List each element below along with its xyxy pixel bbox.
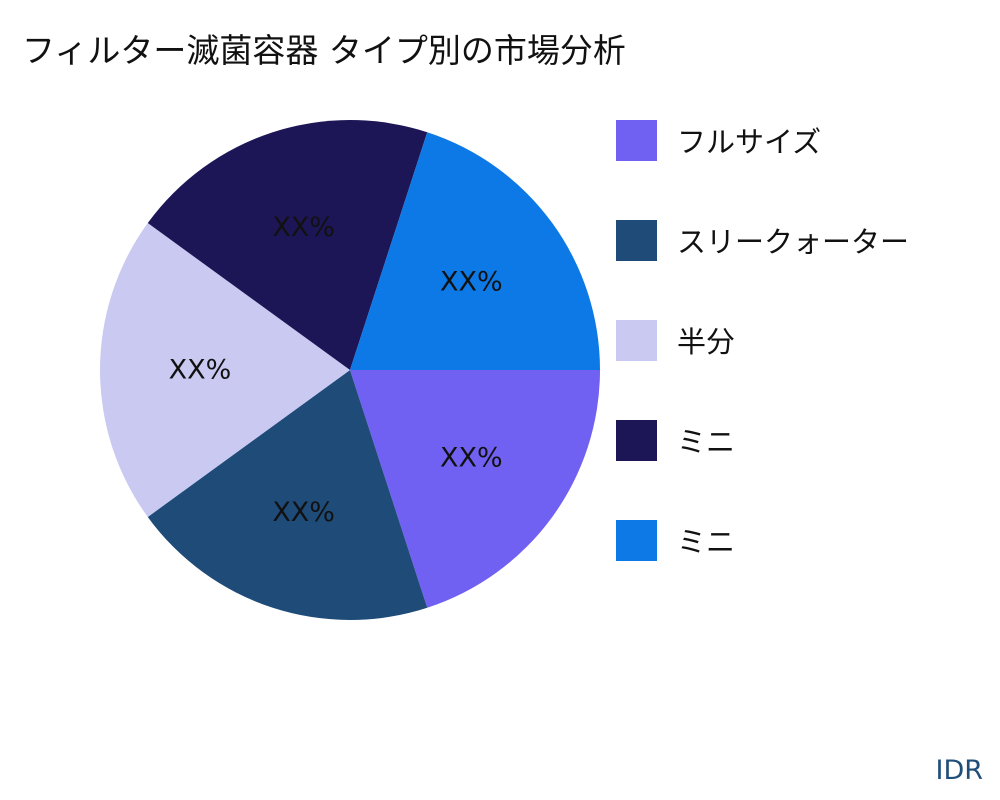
legend-item-4: ミニ [616, 419, 909, 461]
pie-slice-label-3: XX% [169, 355, 232, 386]
legend-label: フルサイズ [677, 125, 822, 159]
legend-swatch [616, 519, 657, 561]
legend-label: スリークォーター [677, 225, 910, 259]
pie-slice-2 [147, 370, 428, 620]
legend-swatch [616, 419, 657, 461]
pie-slice-label-5: XX% [440, 266, 503, 297]
pie-chart: XX% XX% XX% XX% XX% [100, 120, 600, 620]
legend-label: ミニ [677, 425, 736, 459]
legend-swatch [616, 219, 657, 261]
legend-item-1: フルサイズ [616, 119, 909, 161]
pie-slice-label-1: XX% [440, 443, 503, 474]
legend-swatch [616, 319, 657, 361]
legend-swatch [616, 119, 657, 161]
legend-item-2: スリークォーター [616, 219, 910, 261]
pie-slice-label-2: XX% [272, 497, 335, 528]
brand-logo: IDR [935, 755, 983, 786]
pie-slice-label-4: XX% [272, 212, 335, 243]
legend-item-5: ミニ [616, 519, 909, 561]
pie-slice-4 [147, 120, 428, 370]
legend-item-3: 半分 [616, 319, 909, 361]
chart-title: フィルター滅菌容器 タイプ別の市場分析 [22, 31, 626, 70]
legend-label: ミニ [677, 525, 736, 559]
legend: フルサイズ スリークォーター 半分 ミニ ミニ [616, 119, 910, 620]
pie-slice-5 [350, 132, 600, 370]
legend-label: 半分 [677, 325, 736, 359]
pie-slice-1 [350, 370, 600, 608]
pie-slice-3 [100, 223, 350, 517]
